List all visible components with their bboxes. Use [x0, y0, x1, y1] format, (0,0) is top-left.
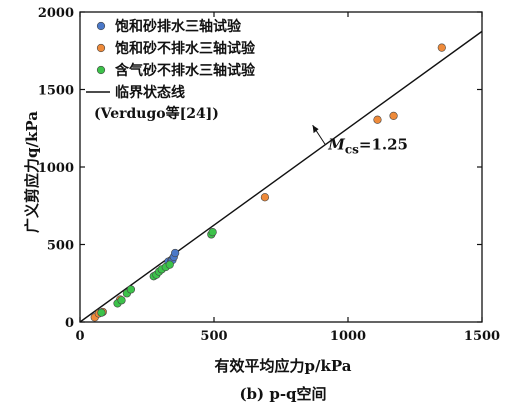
- legend-label-2: 含气砂不排水三轴试验: [115, 62, 256, 79]
- critical-state-line: [79, 30, 483, 323]
- legend-label-0: 饱和砂排水三轴试验: [115, 18, 242, 35]
- x-tick-label: 1500: [464, 329, 500, 344]
- critical-state-line-group: Mcs=1.25: [79, 30, 483, 323]
- data-point-series-1: [373, 115, 382, 124]
- slope-symbol: M: [327, 136, 345, 154]
- slope-value: =1.25: [359, 136, 408, 154]
- x-tick-label: 1000: [330, 329, 366, 344]
- data-point-series-2: [165, 260, 174, 269]
- slope-annotation: Mcs=1.25: [327, 136, 408, 157]
- legend-marker-2: [96, 65, 106, 75]
- data-point-series-0: [171, 248, 180, 258]
- ticks: 0 500 1000 1500 0 500 1000 1500 2000: [38, 6, 500, 344]
- data-point-series-2: [97, 308, 106, 317]
- x-axis-title: 有效平均应力p/kPa: [215, 357, 352, 375]
- y-axis-title-text: 广义剪应力q/kPa: [23, 111, 41, 233]
- x-tick-label: 0: [75, 329, 84, 344]
- legend-label-reference-source: (Verdugo等[24]): [94, 105, 219, 122]
- data-point-series-2: [126, 285, 136, 294]
- data-point-series-1: [389, 111, 398, 120]
- y-tick-label: 500: [47, 239, 74, 254]
- legend-marker-1: [96, 43, 106, 53]
- slope-subscript: cs: [345, 143, 359, 157]
- legend-marker-0: [96, 21, 106, 31]
- legend-label-reference: 临界状态线: [115, 84, 185, 101]
- axes: [79, 11, 483, 323]
- y-tick-label: 1000: [38, 161, 74, 176]
- figure-caption: (b) p-q空间: [239, 385, 326, 403]
- data-point-series-1: [260, 193, 270, 202]
- data-point-series-2: [208, 228, 217, 237]
- data-points: [90, 43, 446, 322]
- y-tick-label: 1500: [38, 84, 74, 99]
- data-point-series-1: [437, 43, 446, 52]
- x-axis-title-text: 有效平均应力p/kPa: [215, 357, 352, 375]
- y-tick-label: 2000: [38, 6, 74, 21]
- legend-label-1: 饱和砂不排水三轴试验: [115, 40, 256, 57]
- data-point-series-2: [117, 296, 126, 305]
- x-tick-label: 500: [200, 329, 227, 344]
- plot-frame: [79, 11, 483, 323]
- annotation-arrow-head: [312, 125, 319, 134]
- y-axis-title: 广义剪应力q/kPa: [23, 111, 41, 233]
- y-tick-label: 0: [65, 316, 74, 331]
